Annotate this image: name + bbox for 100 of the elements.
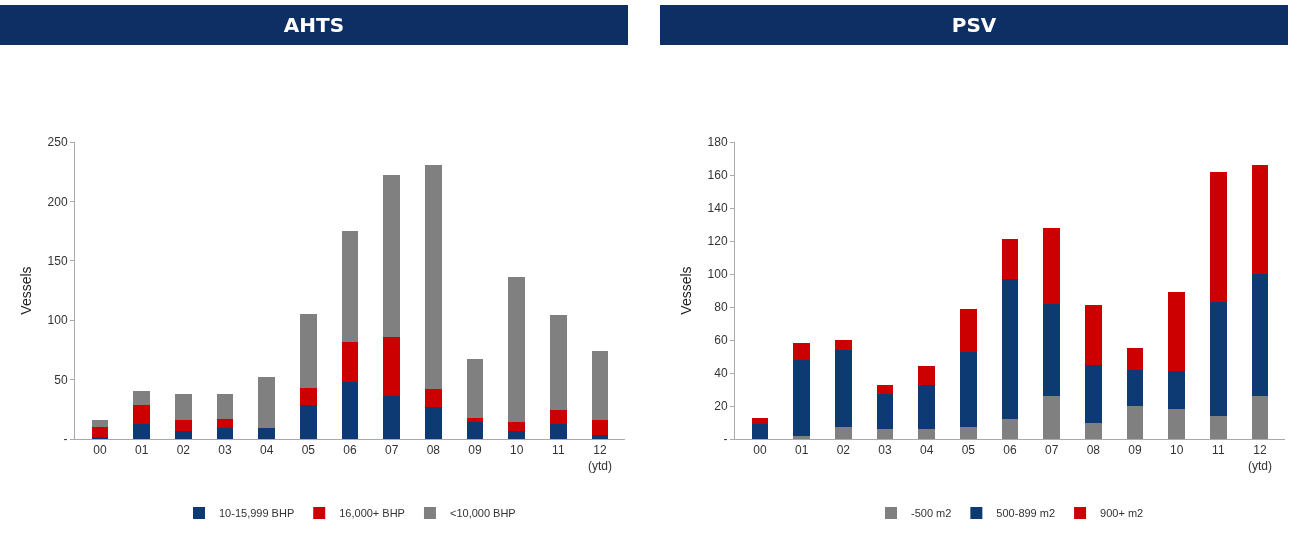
bar <box>591 435 609 439</box>
x-tick-label: 11 <box>552 443 565 458</box>
x-tick-label: 04 <box>919 443 934 458</box>
bar <box>175 393 192 420</box>
y-tick-label: 120 <box>707 234 728 249</box>
bar <box>508 277 525 423</box>
bar <box>918 366 935 385</box>
bar <box>466 359 484 418</box>
bar <box>918 429 935 439</box>
bar <box>341 341 359 382</box>
bar <box>216 428 234 439</box>
y-tick-label: 180 <box>707 135 728 150</box>
x-tick-label: 09 <box>468 443 482 458</box>
bar <box>300 404 317 439</box>
bar <box>91 427 109 437</box>
bar <box>258 377 275 429</box>
x-tick-label: 01 <box>134 443 149 458</box>
x-tick-label: 01 <box>794 443 809 458</box>
bar <box>383 396 400 439</box>
bar <box>425 164 442 390</box>
bar <box>918 384 935 430</box>
legend-label: 500-899 m2 <box>996 507 1056 520</box>
bar <box>1001 239 1019 279</box>
bar <box>960 308 977 352</box>
bar <box>550 315 567 411</box>
bar <box>425 406 442 439</box>
x-tick-label: 05 <box>301 443 316 458</box>
bar <box>1168 409 1185 439</box>
bar <box>960 351 977 428</box>
bar <box>1043 227 1060 304</box>
legend-label: -500 m2 <box>911 507 952 520</box>
bar <box>175 419 192 431</box>
y-tick-label: 100 <box>707 267 728 282</box>
bar <box>1126 406 1144 439</box>
bar <box>300 314 317 388</box>
x-tick-label: 04 <box>259 443 274 458</box>
y-tick-label: 20 <box>714 399 728 414</box>
bar <box>793 435 810 439</box>
bar <box>591 419 609 436</box>
x-tick-label: 05 <box>961 443 976 458</box>
chart-title: AHTS <box>0 5 628 45</box>
bar <box>960 427 977 439</box>
x-tick-label: 03 <box>878 443 892 458</box>
bar <box>1210 171 1227 303</box>
y-tick-label: 40 <box>714 366 728 381</box>
y-tick-label: 200 <box>47 194 68 209</box>
x-tick-label: 11 <box>1212 443 1225 458</box>
bar <box>550 410 567 424</box>
x-tick-label: 03 <box>218 443 232 458</box>
x-tick-label: 06 <box>343 443 357 458</box>
x-tick-label: 07 <box>1044 443 1059 458</box>
y-tick-label: 100 <box>47 313 68 328</box>
x-tick-label: 07 <box>384 443 399 458</box>
x-tick-label: 06 <box>1003 443 1017 458</box>
x-tick-label: 00 <box>93 443 107 458</box>
legend-label: <10,000 BHP <box>449 507 516 520</box>
bar <box>216 393 234 419</box>
y-tick-label: - <box>63 432 68 447</box>
bar <box>425 389 442 407</box>
x-tick-label: 02 <box>836 443 851 458</box>
bar <box>1085 305 1102 365</box>
y-tick-label: 50 <box>54 372 68 387</box>
y-axis-title: Vessels <box>678 266 695 315</box>
legend-label: 900+ m2 <box>1100 507 1144 520</box>
bar <box>1251 274 1269 397</box>
y-tick-label: 160 <box>707 168 728 183</box>
legend-label: 10-15,999 BHP <box>219 507 295 520</box>
legend-label: 16,000+ BHP <box>339 507 405 520</box>
y-tick-label: 250 <box>47 135 68 150</box>
bar <box>1210 302 1227 416</box>
y-tick-label: - <box>723 432 728 447</box>
bar <box>550 423 567 439</box>
y-tick-label: 150 <box>47 254 68 268</box>
bar <box>1168 292 1185 372</box>
bar <box>1126 348 1144 370</box>
x-tick-label: 09 <box>1128 443 1142 458</box>
x-tick-label: 02 <box>176 443 191 458</box>
x-tick-label: 08 <box>426 443 441 458</box>
bar <box>383 336 400 397</box>
x-tick-label: 12 (ytd) <box>1248 443 1272 473</box>
bar <box>1001 419 1019 439</box>
bar <box>1168 371 1185 410</box>
bar <box>835 340 852 350</box>
x-tick-label: 00 <box>753 443 767 458</box>
bar <box>1043 303 1060 397</box>
bar <box>1251 165 1269 274</box>
bar <box>466 422 484 439</box>
chart-title: PSV <box>660 5 1288 45</box>
y-tick-label: 80 <box>714 300 728 315</box>
bar <box>133 391 150 405</box>
bar <box>508 430 525 439</box>
bar <box>1210 415 1227 439</box>
bar <box>133 423 150 439</box>
bar <box>258 428 275 439</box>
bar <box>300 387 317 405</box>
bar <box>793 343 810 360</box>
bar <box>876 429 894 439</box>
bar <box>1043 396 1060 439</box>
bar <box>383 175 400 337</box>
bar <box>793 359 810 436</box>
